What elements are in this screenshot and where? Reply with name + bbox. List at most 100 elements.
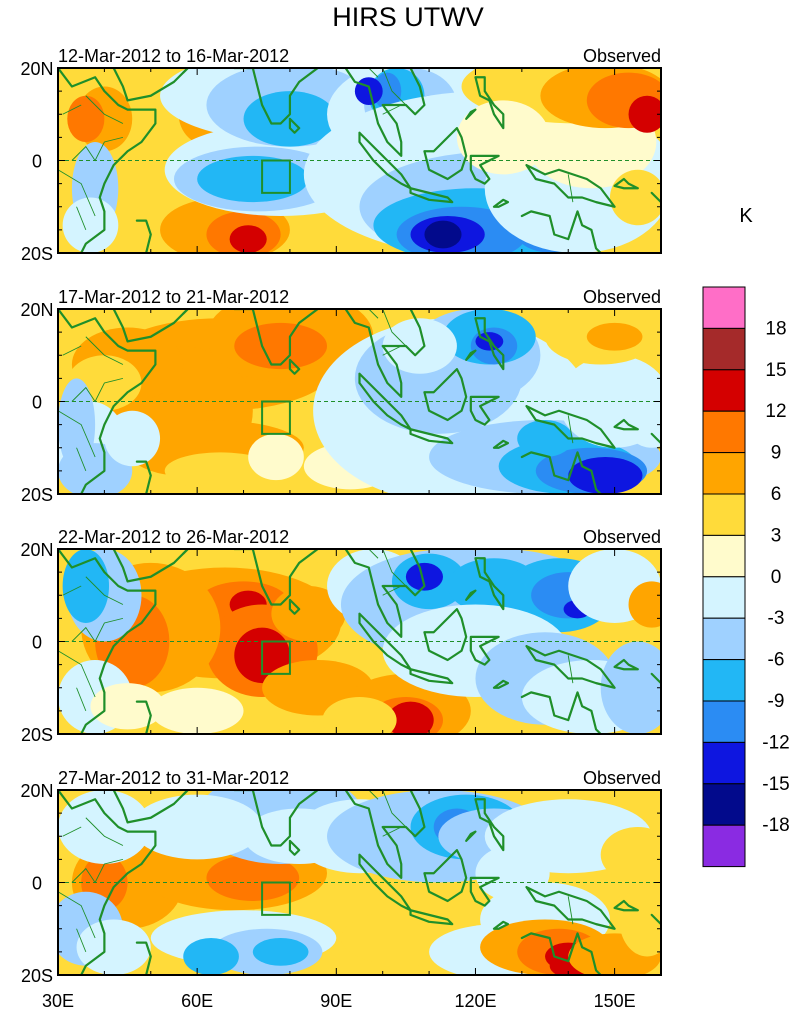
anomaly-region (76, 919, 151, 975)
y-tick-label: 0 (32, 874, 42, 894)
colorbar-swatch (702, 286, 746, 329)
border-line (58, 650, 96, 698)
colorbar-label: 9 (771, 443, 782, 464)
anomaly-region (322, 697, 397, 734)
anomaly-field (58, 68, 661, 253)
border-line (382, 309, 407, 347)
coastline (288, 839, 301, 856)
coastline (423, 608, 468, 662)
colorbar-swatch (702, 327, 746, 371)
border-line (368, 309, 379, 319)
colorbar-label: 12 (765, 401, 786, 422)
colorbar-swatch (702, 410, 746, 454)
anomaly-region (568, 457, 643, 494)
anomaly-region (58, 790, 151, 864)
y-tick-label: 20S (21, 966, 53, 986)
anomaly-region (600, 827, 661, 883)
x-tick-label: 90E (320, 991, 352, 1011)
panel-label: Observed (583, 768, 661, 788)
coastline (409, 428, 454, 445)
coastline (474, 317, 505, 371)
colorbar-label: -15 (762, 774, 789, 795)
anomaly-region (619, 882, 661, 957)
colorbar-swatch (702, 700, 746, 743)
anomaly-region (600, 641, 661, 734)
coastline (58, 68, 157, 253)
coastline (474, 798, 505, 852)
anomaly-region (248, 433, 304, 481)
anomaly-region (405, 562, 443, 591)
coastline (525, 164, 616, 208)
coastline (233, 549, 319, 606)
border-line (382, 585, 402, 596)
panels: 20N 0 20S 12-Mar-2012 to 16-Mar-2012 Observe… (20, 46, 662, 1011)
colorbar: 18 15 12 9 6 3 0 -3 -6 -9 -12 -15 -18 K (702, 205, 790, 868)
coastline (358, 372, 412, 431)
coastline (469, 395, 500, 426)
coastline (465, 349, 477, 361)
colorbar-swatch (702, 617, 746, 661)
coastline (525, 405, 616, 449)
colorbar-swatch (702, 452, 746, 495)
coastline (474, 76, 505, 130)
coastline (520, 210, 602, 253)
anomaly-region (206, 854, 300, 901)
border-line (567, 174, 574, 203)
border-line (382, 549, 407, 587)
anomaly-region (197, 155, 309, 203)
x-tick-label: 120E (454, 991, 496, 1011)
coastline (613, 177, 639, 190)
anomaly-region (132, 794, 263, 860)
y-tick-label: 0 (32, 633, 42, 653)
coastlines (58, 790, 661, 975)
chart-title: HIRS UTWV (332, 2, 484, 32)
colorbar-label: -18 (762, 815, 789, 836)
panel-period: 17-Mar-2012 to 21-Mar-2012 (58, 287, 289, 307)
border-line (62, 104, 82, 115)
colorbar-swatch (702, 824, 746, 868)
units-label: K (739, 205, 753, 227)
border-line (382, 345, 402, 356)
border-line (58, 891, 96, 939)
colorbar-label: -12 (762, 732, 789, 753)
anomaly-region (354, 77, 383, 105)
coastline (650, 672, 661, 685)
colorbar-label: 3 (771, 525, 782, 546)
coastline (469, 876, 500, 907)
coastline (409, 187, 454, 204)
x-tick-label: 150E (594, 991, 636, 1011)
coastline (344, 309, 426, 398)
coastline (358, 853, 412, 912)
coastline (469, 635, 500, 666)
border-line (85, 817, 124, 846)
y-tick-label: 20N (20, 59, 53, 79)
x-tick-label: 30E (42, 991, 74, 1011)
coastline (423, 368, 468, 422)
anomaly-field (58, 790, 661, 975)
coastline (525, 886, 616, 930)
colorbar-label: 6 (771, 484, 782, 505)
border-line (85, 95, 124, 124)
coastline (525, 645, 616, 689)
coastline (135, 700, 152, 734)
anomaly-region (62, 549, 110, 623)
coastline (469, 154, 500, 185)
border-line (382, 826, 402, 837)
border-line (382, 104, 402, 115)
coastlines (58, 68, 661, 253)
anomaly-field (58, 549, 661, 734)
coastline (492, 439, 510, 449)
colorbar-label: 18 (765, 318, 786, 339)
colorbar-label: 0 (771, 567, 782, 588)
anomaly-region (229, 225, 267, 253)
colorbar-swatch (702, 493, 746, 536)
panel-period: 22-Mar-2012 to 26-Mar-2012 (58, 527, 289, 547)
anomaly-region (67, 95, 105, 142)
coastline (474, 557, 505, 611)
anomaly-region (628, 581, 661, 628)
border-line (382, 68, 407, 106)
coastline (613, 418, 639, 431)
anomaly-region (252, 938, 309, 966)
coastline (233, 309, 319, 366)
colorbar-swatch (702, 369, 746, 412)
